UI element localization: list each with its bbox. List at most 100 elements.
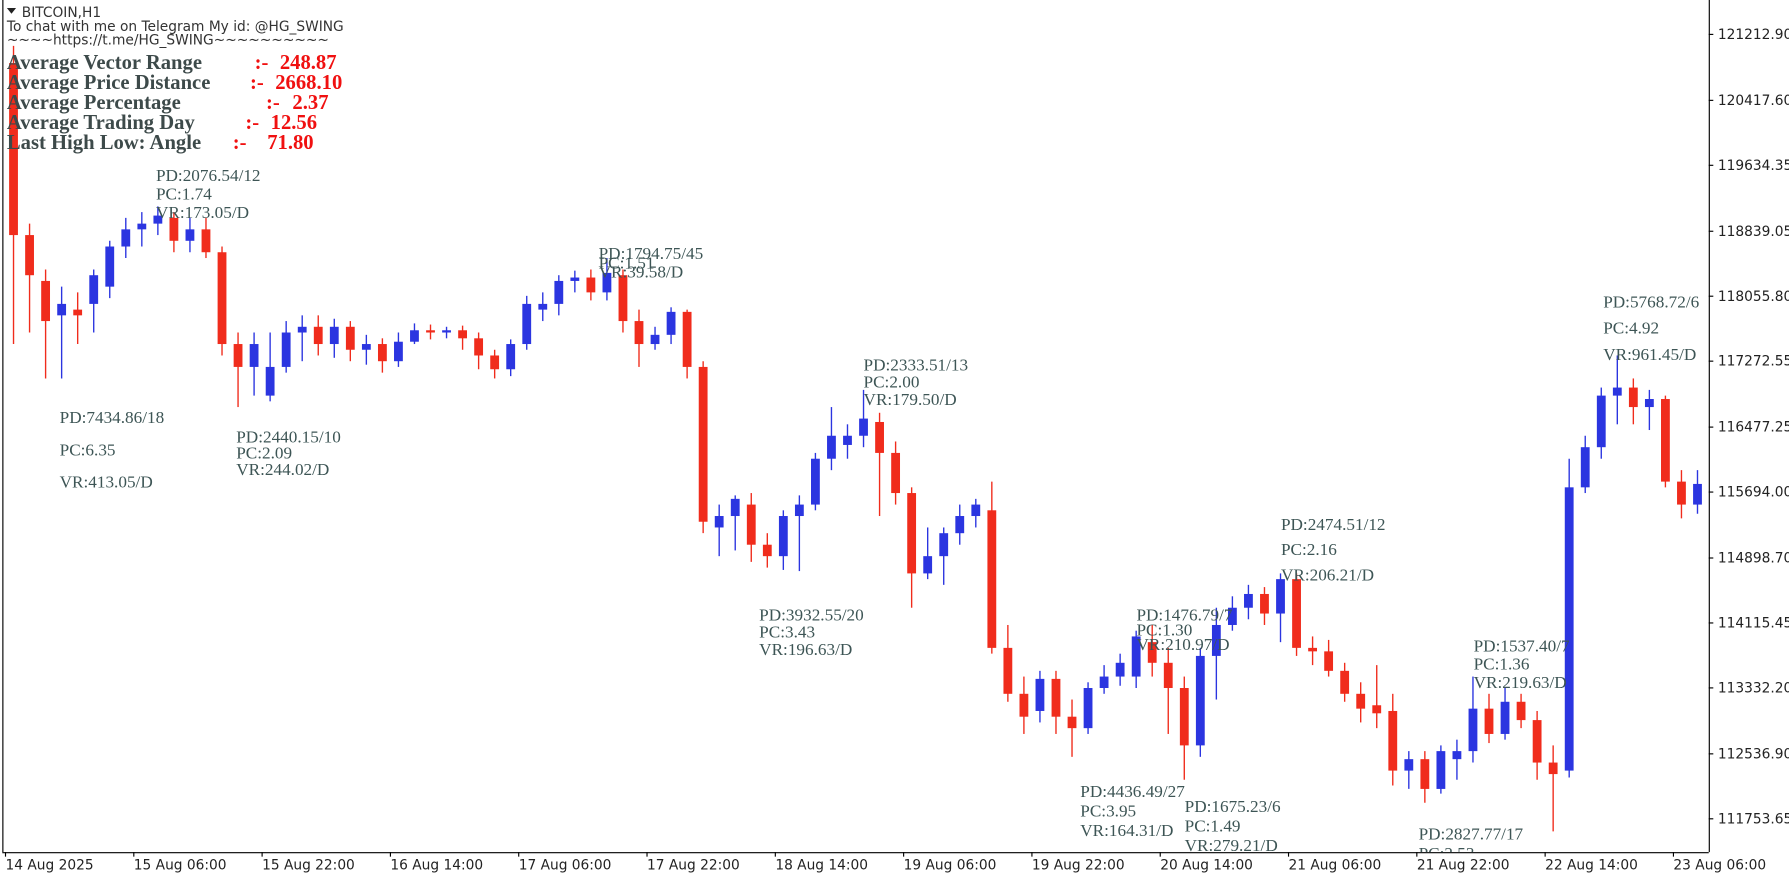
stat-label: Average Price Distance <box>7 72 210 94</box>
candle-body <box>714 516 724 528</box>
candle-body <box>410 330 419 342</box>
candle-body <box>73 309 83 316</box>
candle-body <box>618 275 628 322</box>
symbol-menu-icon[interactable] <box>6 8 17 14</box>
candle-body <box>313 326 323 345</box>
candle-body <box>522 303 532 345</box>
x-tick-label: 17 Aug 22:00 <box>647 857 740 873</box>
swing-annotation: PD:1794.75/45 <box>599 244 704 263</box>
stat-value: 71.80 <box>267 132 313 154</box>
candle-body <box>1179 688 1189 746</box>
header-line: ~~~~https://t.me/HG_SWING~~~~~~~~~~ <box>7 33 329 49</box>
candle-body <box>1548 762 1558 775</box>
swing-annotation: PD:2076.54/12 <box>156 166 261 185</box>
stat-label: Last High Low: Angle <box>7 132 201 154</box>
stat-label: Average Percentage <box>7 92 181 114</box>
stat-separator: :- <box>250 72 264 94</box>
candle-body <box>1580 447 1590 488</box>
y-tick-label: 111753.65 <box>1718 811 1789 827</box>
swing-annotation: PD:4436.49/27 <box>1080 782 1185 801</box>
swing-annotation: PD:3932.55/20 <box>759 605 864 624</box>
candle-body <box>827 435 836 459</box>
candle-body <box>1003 647 1013 694</box>
candle-body <box>778 516 788 557</box>
stat-separator: :- <box>266 92 280 114</box>
swing-annotation: VR:210.97/D <box>1136 635 1229 654</box>
candle-body <box>1644 399 1654 408</box>
candle-body <box>265 366 275 396</box>
candle-body <box>1067 716 1077 729</box>
swing-annotation: PC:2.53 <box>1419 844 1475 863</box>
candle-body <box>1324 651 1334 671</box>
candle-body <box>57 303 67 316</box>
stat-separator: :- <box>233 132 247 154</box>
candle-body <box>682 311 692 367</box>
candle-body <box>1211 624 1221 656</box>
candle-body <box>1227 607 1237 625</box>
y-tick-label: 112536.90 <box>1718 746 1789 762</box>
candle-body <box>666 311 676 335</box>
candle-body <box>105 246 115 287</box>
symbol: BITCOIN,H1 <box>22 5 101 21</box>
x-tick-label: 16 Aug 14:00 <box>390 857 483 873</box>
swing-annotation: VR:206.21/D <box>1281 565 1374 584</box>
swing-annotation: PC:6.35 <box>60 440 116 459</box>
stat-value: 248.87 <box>280 52 337 74</box>
swing-annotation: PC:2.09 <box>236 444 292 463</box>
x-tick-label: 17 Aug 06:00 <box>519 857 612 873</box>
candle-body <box>891 452 901 494</box>
axes: 121212.90 120417.60 119634.35 118839.05 1180… <box>4 27 1789 873</box>
swing-annotation: PC:1.30 <box>1136 620 1192 639</box>
stat-value: 2668.10 <box>275 72 342 94</box>
swing-annotation: PD:5768.72/6 <box>1603 292 1699 311</box>
candle-body <box>1628 387 1638 408</box>
candle-body <box>458 330 467 339</box>
candle-body <box>730 498 740 517</box>
swing-annotation: PD:1675.23/6 <box>1185 797 1281 816</box>
swing-annotation: VR:244.02/D <box>236 460 329 479</box>
candle-body <box>137 223 147 230</box>
candle-body <box>1420 759 1430 789</box>
candle-body <box>474 338 484 356</box>
swing-annotation: PC:1.51 <box>599 253 655 272</box>
y-tick-label: 114115.45 <box>1718 616 1789 632</box>
candle-body <box>1372 705 1382 714</box>
candle-body <box>907 493 917 574</box>
candle-body <box>794 504 804 517</box>
swing-annotation: PD:2474.51/12 <box>1281 515 1386 534</box>
candle-body <box>570 277 580 281</box>
candle-body <box>634 321 644 345</box>
candle-body <box>1099 676 1109 689</box>
x-tick-label: 14 Aug 2025 <box>6 857 94 873</box>
candle-body <box>201 229 211 253</box>
candle-body <box>426 330 435 333</box>
candle-body <box>971 504 981 517</box>
swing-annotation: PD:7434.86/18 <box>60 408 165 427</box>
y-tick-label: 115694.00 <box>1718 485 1789 501</box>
candle-body <box>281 332 291 367</box>
stat-separator: :- <box>255 52 269 74</box>
stat-label: Average Vector Range <box>7 52 202 74</box>
candles <box>9 45 1702 832</box>
swing-annotation: PC:3.95 <box>1080 802 1136 821</box>
swing-annotation: PC:1.74 <box>156 185 212 204</box>
candle-body <box>329 326 339 345</box>
candle-body <box>762 544 772 557</box>
candle-body <box>1677 481 1686 505</box>
candle-body <box>25 235 34 276</box>
candle-body <box>1484 708 1494 734</box>
x-tick-label: 21 Aug 06:00 <box>1289 857 1382 873</box>
candle-body <box>1693 483 1702 505</box>
stat-value: 12.56 <box>271 112 317 134</box>
candle-body <box>153 215 163 224</box>
candle-body <box>1516 701 1526 721</box>
candle-body <box>442 330 451 333</box>
swing-annotation: VR:179.50/D <box>864 390 957 409</box>
swing-annotation: PD:1537.40/7 <box>1474 636 1570 655</box>
x-tick-label: 15 Aug 22:00 <box>262 857 355 873</box>
candle-body <box>394 341 403 362</box>
x-tick-label: 21 Aug 22:00 <box>1417 857 1510 873</box>
candle-body <box>361 344 371 350</box>
